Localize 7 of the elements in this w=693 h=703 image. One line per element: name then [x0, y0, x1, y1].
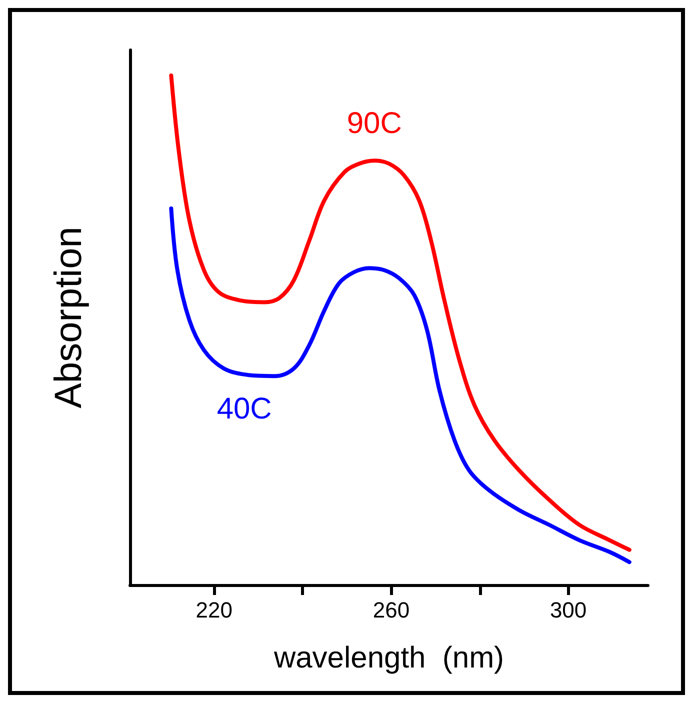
x-tick-label: 300: [550, 598, 587, 622]
y-axis-title: Absorption: [48, 226, 90, 408]
series-label: 40C: [216, 392, 272, 426]
x-axis-title: wavelength (nm): [272, 642, 504, 674]
x-tick-label: 260: [372, 598, 410, 622]
series-label: 90C: [346, 107, 402, 140]
x-tick-label: 220: [196, 598, 232, 622]
